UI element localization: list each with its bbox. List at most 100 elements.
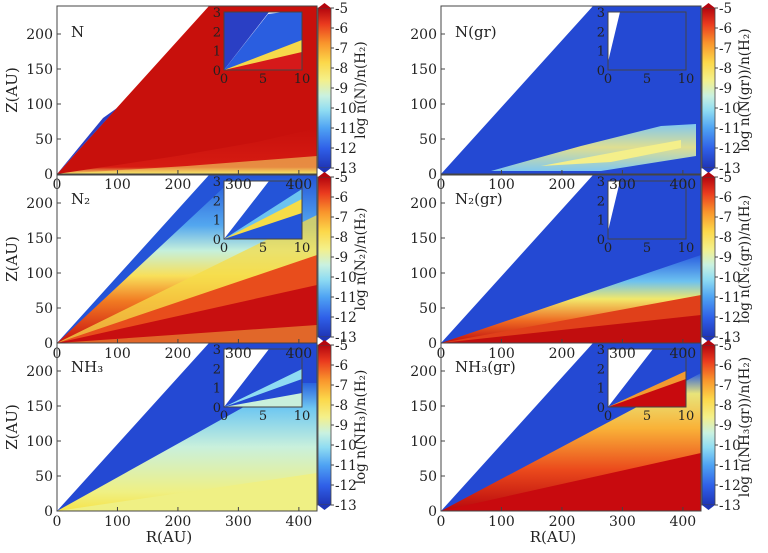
colorbar-tick-label: -7 [335, 210, 348, 226]
colorbar-tick-label: -5 [719, 1, 732, 17]
y-tick-label: 150 [26, 231, 53, 247]
colorbar-tick-label: -13 [335, 161, 357, 177]
x-tick-label: 400 [285, 177, 312, 193]
colorbar-tick-label: -9 [719, 250, 732, 266]
x-tick-label: 100 [488, 346, 515, 362]
y-tick-label: 0 [44, 167, 53, 183]
colorbar-label: log n(N₂)/n(H₂) [353, 208, 369, 311]
inset-y-tick-label: 1 [597, 214, 605, 229]
colorbar [701, 344, 716, 506]
colorbar-top-arrow [702, 3, 715, 8]
x-tick-label: 200 [165, 346, 192, 362]
y-tick-label: 150 [410, 399, 437, 415]
inset-y-tick-label: 0 [213, 401, 221, 416]
colorbar-tick-label: -9 [719, 81, 732, 97]
y-tick-label: 200 [26, 196, 53, 212]
x-tick-label: 400 [285, 346, 312, 362]
colorbar-tick-label: -12 [335, 478, 357, 494]
y-tick-label: 50 [419, 132, 437, 148]
x-tick-label: 300 [225, 514, 252, 530]
colorbar-tick-label: -5 [335, 170, 348, 186]
panel-label: NH₃(gr) [455, 358, 516, 376]
inset-x-tick-label: 10 [678, 241, 695, 256]
colorbar-tick-label: -12 [719, 141, 741, 157]
inset [607, 180, 687, 240]
colorbar-tick-label: -7 [335, 41, 348, 57]
inset-y-tick-label: 2 [597, 194, 605, 209]
inset-y-tick-label: 1 [213, 214, 221, 229]
colorbar-bottom-arrow [702, 168, 715, 173]
colorbar [701, 176, 716, 338]
colorbar-tick-label: -6 [719, 21, 732, 37]
inset-y-tick-label: 3 [213, 175, 221, 190]
colorbar-tick-label: -8 [719, 398, 732, 414]
x-tick-label: 200 [549, 177, 576, 193]
colorbar-tick-label: -10 [335, 270, 357, 286]
colorbar-tick-label: -6 [335, 358, 348, 374]
inset [607, 11, 687, 71]
colorbar-tick-label: -13 [719, 161, 741, 177]
y-tick-label: 200 [410, 196, 437, 212]
colorbar-bottom-arrow [318, 337, 331, 342]
colorbar-tick-label: -6 [335, 190, 348, 206]
inset-y-tick-label: 1 [213, 45, 221, 60]
x-tick-label: 100 [488, 177, 515, 193]
panel-nh3-gr: NH₃(gr) [440, 342, 702, 512]
y-tick-label: 50 [35, 301, 53, 317]
y-tick-label: 100 [26, 97, 53, 113]
x-tick-label: 200 [165, 177, 192, 193]
inset-x-tick-label: 5 [259, 409, 267, 424]
inset-y-tick-label: 0 [213, 233, 221, 248]
panel-label: N(gr) [455, 23, 497, 41]
colorbar-label: log n(N₂(gr))/n(H₂) [737, 195, 753, 323]
panel-n2: N₂ [56, 174, 318, 344]
colorbar-tick-label: -8 [335, 230, 348, 246]
x-tick-label: 0 [437, 514, 446, 530]
colorbar-top-arrow [318, 340, 331, 345]
inset-x-tick-label: 5 [643, 241, 651, 256]
y-tick-label: 0 [44, 336, 53, 352]
inset [223, 348, 303, 408]
panel-label: N₂ [71, 190, 90, 208]
colorbar-bottom-arrow [702, 337, 715, 342]
inset-x-tick-label: 0 [604, 72, 612, 87]
inset-y-tick-label: 0 [597, 64, 605, 79]
colorbar-tick-label: -8 [335, 398, 348, 414]
colorbar-label: log n(NH₃(gr))/n(H₂) [737, 357, 753, 497]
panel-n: N [56, 5, 318, 175]
inset-y-tick-label: 2 [597, 25, 605, 40]
inset-y-tick-label: 3 [597, 175, 605, 190]
colorbar-tick-label: -11 [335, 121, 357, 137]
colorbar-tick-label: -10 [719, 270, 741, 286]
inset-x-tick-label: 10 [294, 409, 311, 424]
colorbar-tick-label: -9 [335, 81, 348, 97]
inset-x-tick-label: 0 [604, 241, 612, 256]
y-tick-label: 0 [44, 504, 53, 520]
colorbar-tick-label: -6 [719, 190, 732, 206]
colorbar-tick-label: -5 [335, 338, 348, 354]
colorbar-top-arrow [702, 340, 715, 345]
x-tick-label: 400 [285, 514, 312, 530]
colorbar-tick-label: -7 [719, 210, 732, 226]
colorbar-bottom-arrow [702, 505, 715, 510]
x-tick-label: 300 [225, 346, 252, 362]
panel-nh3: NH₃ [56, 342, 318, 512]
colorbar [317, 176, 332, 338]
midplane-band [491, 124, 696, 171]
x-tick-label: 300 [609, 177, 636, 193]
x-tick-label: 0 [53, 514, 62, 530]
inset [223, 180, 303, 240]
colorbar-label: log n(N)/n(H₂) [353, 41, 369, 138]
y-tick-label: 50 [419, 301, 437, 317]
inset-y-tick-label: 1 [213, 382, 221, 397]
x-tick-label: 100 [104, 514, 131, 530]
colorbar-tick-label: -9 [335, 418, 348, 434]
y-tick-label: 100 [26, 434, 53, 450]
colorbar-top-arrow [318, 3, 331, 8]
x-tick-label: 300 [609, 514, 636, 530]
colorbar-tick-label: -7 [719, 378, 732, 394]
y-tick-label: 100 [410, 266, 437, 282]
inset-y-tick-label: 2 [213, 362, 221, 377]
colorbar [701, 7, 716, 169]
